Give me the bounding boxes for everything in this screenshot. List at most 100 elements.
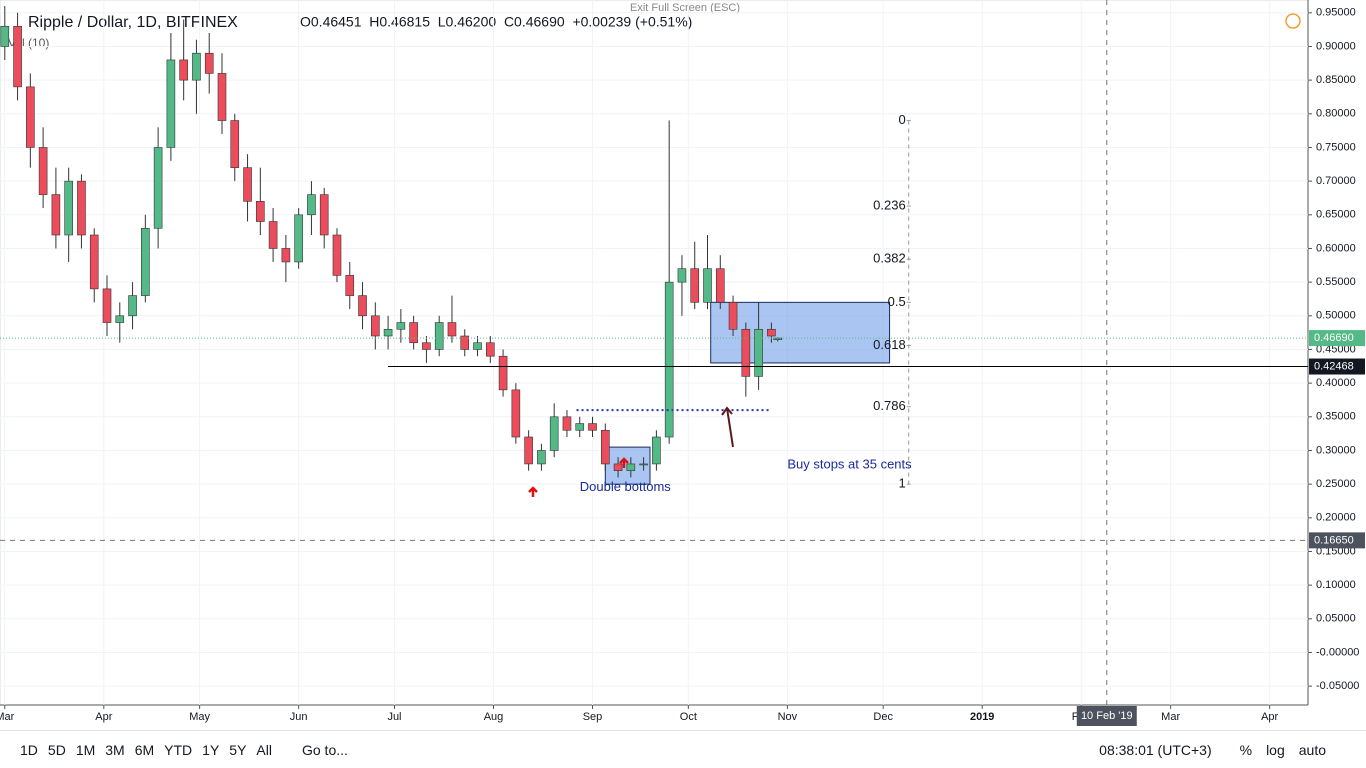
candle-body (115, 315, 125, 323)
candle-body (77, 180, 86, 236)
x-tick-label: Jun (290, 711, 308, 723)
y-tick-label: -0.05000 (1316, 680, 1359, 692)
percent-button[interactable]: % (1239, 741, 1253, 758)
arrow (619, 457, 629, 468)
auto-button[interactable]: auto (1298, 741, 1326, 758)
y-tick-label: 0.15000 (1316, 545, 1356, 557)
last-price-label: 0.46690 (1314, 332, 1354, 344)
candle-body (703, 268, 712, 303)
y-tick-label: 0.60000 (1316, 242, 1356, 254)
candle-body (549, 416, 559, 451)
candle-body (26, 86, 35, 148)
fib-label: 0.5 (888, 294, 906, 309)
alert-icon[interactable] (1285, 13, 1301, 29)
fib-label: 1 (898, 476, 905, 491)
x-tick-label: Mar (1161, 711, 1180, 723)
range-button[interactable]: 1M (75, 741, 96, 758)
candle-body (473, 342, 482, 350)
candle-body (38, 147, 48, 195)
y-tick-label: 0.75000 (1316, 141, 1356, 153)
candle-body (715, 268, 725, 303)
candle-body (434, 322, 444, 350)
candle-body (371, 315, 380, 337)
exit-fullscreen[interactable]: Exit Full Screen (ESC) (630, 2, 740, 14)
support-label-bg (1309, 358, 1365, 375)
arrow (721, 406, 734, 448)
candle-body (153, 147, 163, 229)
fib-label: 0.382 (873, 251, 906, 266)
candle-body (677, 268, 687, 283)
y-tick-label: 0.10000 (1316, 579, 1356, 591)
y-tick-label: -0.00000 (1316, 646, 1359, 658)
y-tick-label: 0.85000 (1316, 74, 1356, 86)
candle-body (217, 73, 227, 121)
y-tick-label: 0.95000 (1316, 7, 1356, 19)
candle-body (626, 463, 636, 471)
candle-body (383, 328, 393, 337)
range-button[interactable]: 1Y (202, 741, 220, 758)
x-tick-label: May (189, 711, 210, 723)
goto-button[interactable]: Go to... (301, 741, 348, 758)
candle-body (358, 295, 367, 317)
range-button[interactable]: YTD (164, 741, 193, 758)
candle-body (319, 194, 329, 236)
range-button[interactable]: All (256, 741, 272, 758)
candle-body (0, 25, 10, 47)
range-button[interactable]: 6M (134, 741, 155, 758)
x-tick-label: Oct (680, 711, 697, 723)
y-tick-label: 0.50000 (1316, 310, 1356, 322)
range-button[interactable]: 5D (47, 741, 66, 758)
candle-body (307, 194, 316, 216)
y-tick-label: 0.65000 (1316, 209, 1356, 221)
x-tick-label: Apr (95, 711, 112, 723)
y-tick-label: 0.25000 (1316, 478, 1356, 490)
candle-body (537, 450, 546, 465)
x-tick-label: Nov (778, 711, 798, 723)
candle-body (51, 194, 61, 236)
candle-body (447, 322, 457, 337)
candle-body (486, 342, 495, 357)
candle-body (652, 436, 661, 465)
x-tick-label: Aug (484, 711, 504, 723)
candle-body (204, 52, 214, 74)
y-tick-label: 0.35000 (1316, 411, 1356, 423)
fib-label: 0.786 (873, 398, 906, 413)
candle-body (524, 436, 533, 465)
candle-body (256, 201, 265, 222)
candle-body (396, 322, 406, 330)
fib-label: 0.618 (873, 337, 906, 352)
candle-body (64, 180, 73, 236)
candle-body (294, 214, 303, 263)
y-tick-label: 0.70000 (1316, 175, 1356, 187)
candle-body (741, 328, 751, 377)
crosshair-date-bg (1076, 706, 1137, 726)
candle-body (664, 281, 674, 438)
candle-body (767, 328, 776, 337)
candle-body (754, 328, 763, 377)
support-label: 0.42468 (1314, 360, 1354, 372)
candle-body (460, 335, 470, 350)
clock: 08:38:01 (UTC+3) (1099, 741, 1212, 758)
fib-label: 0.236 (873, 197, 906, 212)
candle-body (192, 52, 201, 81)
candle-body (179, 59, 188, 81)
candle-body (728, 302, 738, 330)
candle-body (690, 268, 700, 303)
last-price-bg (1309, 330, 1365, 347)
candle-body (89, 234, 99, 290)
y-tick-label: 0.40000 (1316, 377, 1356, 389)
arrow (528, 486, 538, 497)
ohlc-legend: O0.46451 H0.46815 L0.46200 C0.46690 +0.0… (300, 14, 692, 30)
log-button[interactable]: log (1266, 741, 1285, 758)
range-button[interactable]: 1D (20, 741, 38, 758)
crosshair-price-bg (1309, 532, 1365, 549)
range-button[interactable]: 3M (105, 741, 125, 758)
y-tick-label: 0.55000 (1316, 276, 1356, 288)
x-tick-label: Sep (583, 711, 603, 723)
fib-label: 0 (898, 112, 905, 127)
candle-body (128, 295, 137, 317)
candle-body (141, 227, 150, 296)
range-button[interactable]: 5Y (229, 741, 247, 758)
y-tick-label: 0.05000 (1316, 613, 1356, 625)
